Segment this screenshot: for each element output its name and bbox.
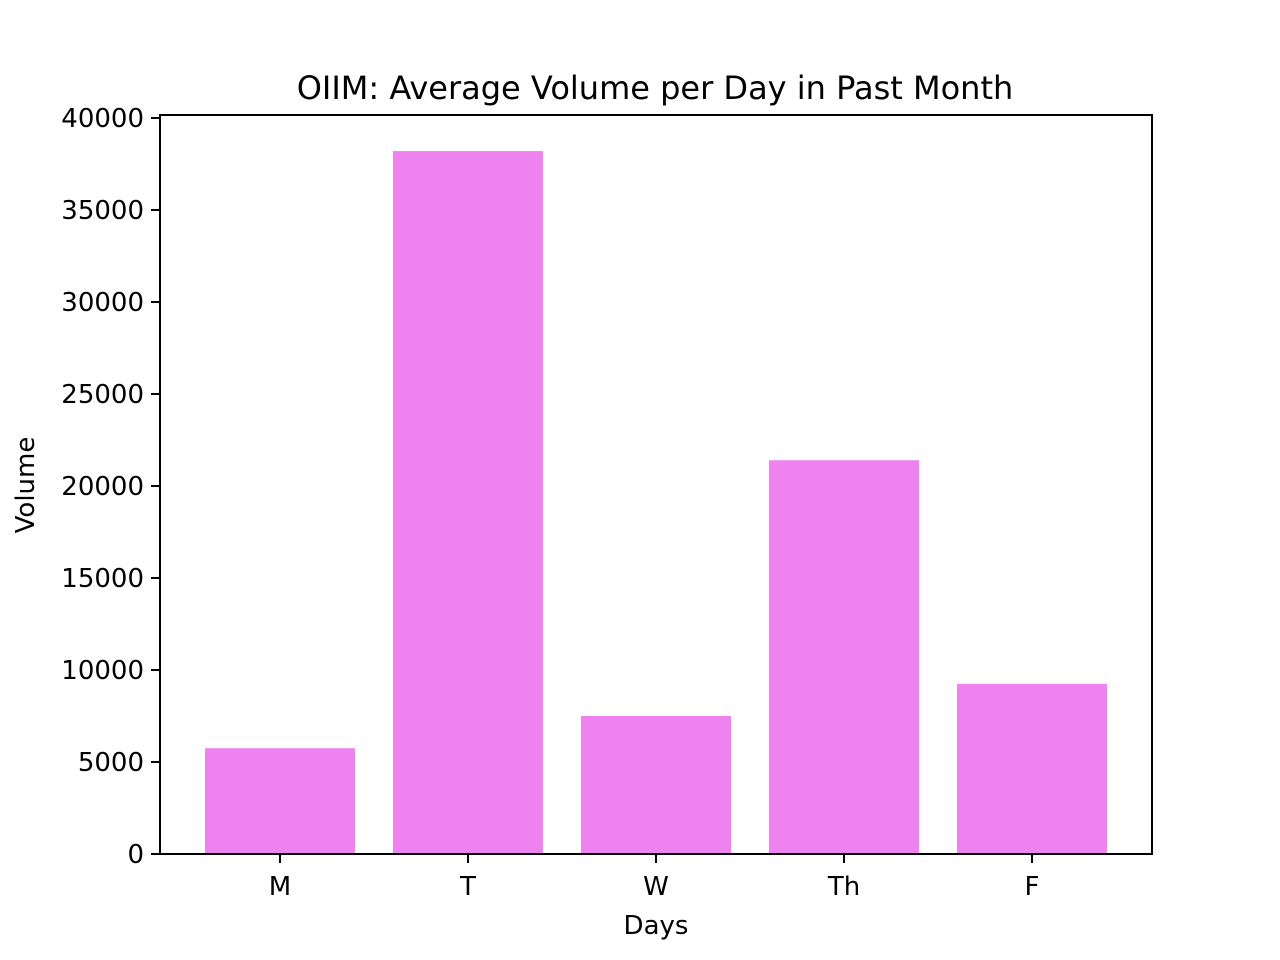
y-tick-label: 10000 [61, 656, 144, 686]
y-tick-label: 40000 [61, 104, 144, 134]
x-tick-label: T [459, 872, 476, 902]
bars-group [205, 151, 1107, 854]
y-tick-label: 25000 [61, 380, 144, 410]
x-axis: M T W Th F [269, 854, 1040, 902]
x-tick-label: M [269, 872, 291, 902]
plot-frame [159, 114, 1153, 855]
y-tick-label: 30000 [61, 288, 144, 318]
y-tick-label: 5000 [78, 748, 144, 778]
y-tick-label: 0 [127, 840, 144, 870]
bar-m [205, 748, 355, 854]
x-tick-label: F [1025, 872, 1040, 902]
bar-th [769, 460, 919, 854]
y-tick-label: 15000 [61, 564, 144, 594]
chart-title: OIIM: Average Volume per Day in Past Mon… [297, 69, 1014, 107]
y-axis: 0 5000 10000 15000 20000 25000 30000 35000 40000 [61, 104, 160, 870]
y-tick-label: 35000 [61, 196, 144, 226]
bar-w [581, 716, 731, 854]
y-axis-title: Volume [11, 437, 41, 534]
x-tick-label: Th [827, 872, 860, 902]
bar-t [393, 151, 543, 854]
x-tick-label: W [643, 872, 669, 902]
bar-f [957, 683, 1107, 854]
y-tick-label: 20000 [61, 472, 144, 502]
x-axis-title: Days [624, 911, 689, 941]
